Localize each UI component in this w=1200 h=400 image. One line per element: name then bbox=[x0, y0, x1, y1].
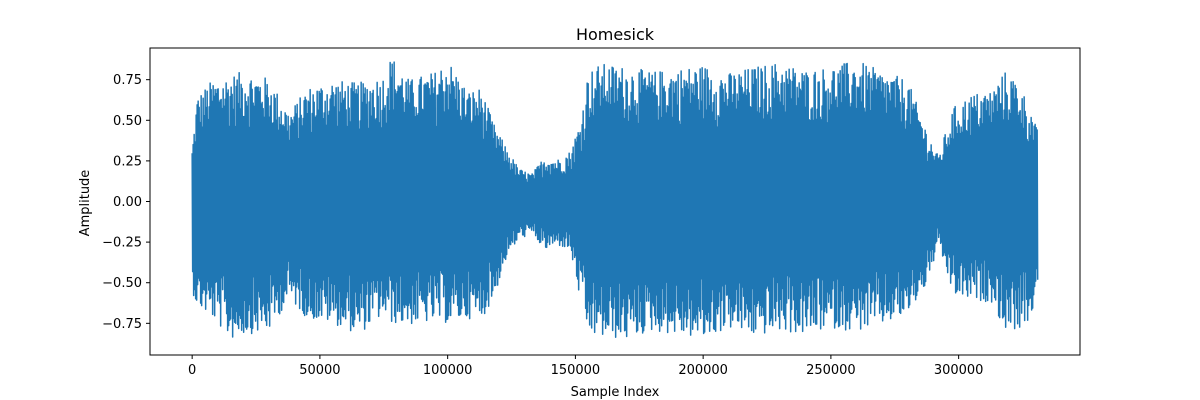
y-tick-label: −0.75 bbox=[102, 317, 142, 332]
chart-title: Homesick bbox=[576, 25, 655, 44]
series-layer bbox=[191, 61, 1039, 339]
y-axis-ticks: −0.75 −0.50 −0.25 0.00 0.25 0.50 0.75 bbox=[102, 73, 150, 332]
x-tick-label: 0 bbox=[188, 363, 196, 378]
y-axis-label: Amplitude bbox=[78, 170, 93, 237]
y-tick-label: 0.00 bbox=[113, 195, 142, 210]
x-tick-label: 300000 bbox=[934, 363, 984, 378]
x-tick-label: 150000 bbox=[551, 363, 601, 378]
waveform-series-line bbox=[191, 61, 1039, 339]
x-tick-label: 200000 bbox=[678, 363, 728, 378]
x-axis-ticks: 0 50000 100000 150000 200000 250000 300000 bbox=[188, 355, 983, 378]
y-tick-label: 0.50 bbox=[113, 114, 142, 129]
y-tick-label: −0.50 bbox=[102, 276, 142, 291]
x-tick-label: 100000 bbox=[423, 363, 473, 378]
y-tick-label: 0.75 bbox=[113, 73, 142, 88]
x-axis-label: Sample Index bbox=[571, 385, 660, 400]
y-tick-label: 0.25 bbox=[113, 154, 142, 169]
x-tick-label: 50000 bbox=[299, 363, 340, 378]
x-tick-label: 250000 bbox=[806, 363, 856, 378]
y-tick-label: −0.25 bbox=[102, 236, 142, 251]
